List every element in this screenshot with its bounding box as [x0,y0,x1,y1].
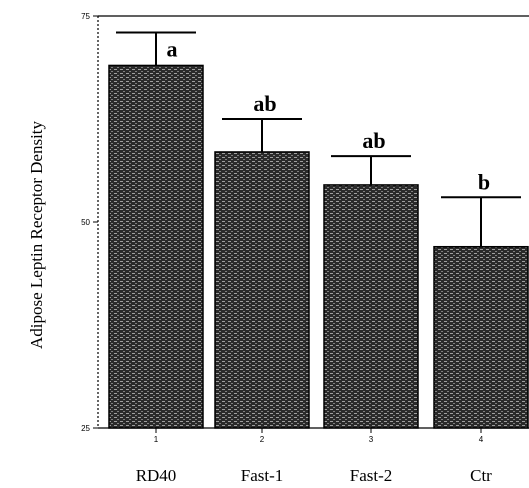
significance-label-ctr: b [478,169,490,194]
bar-ctr [433,245,529,429]
category-label-ctr: Ctr [470,466,492,485]
x-tick-label: 1 [154,435,159,444]
y-tick-label: 50 [81,218,90,227]
category-label-rd40: RD40 [136,466,177,485]
bar-rd40 [108,64,204,429]
x-tick-label: 2 [260,435,265,444]
y-tick-label: 75 [81,12,90,21]
category-label-fast-1: Fast-1 [241,466,284,485]
x-tick-label: 3 [369,435,374,444]
category-label-fast-2: Fast-2 [350,466,393,485]
x-tick-label: 4 [479,435,484,444]
bar-fast-2 [323,184,419,429]
y-tick-label: 25 [81,424,90,433]
significance-label-fast-2: ab [362,128,385,153]
bar-fast-1 [214,151,310,429]
significance-label-rd40: a [167,36,178,61]
y-axis-label: Adipose Leptin Receptor Density [27,120,46,349]
significance-label-fast-1: ab [253,91,276,116]
